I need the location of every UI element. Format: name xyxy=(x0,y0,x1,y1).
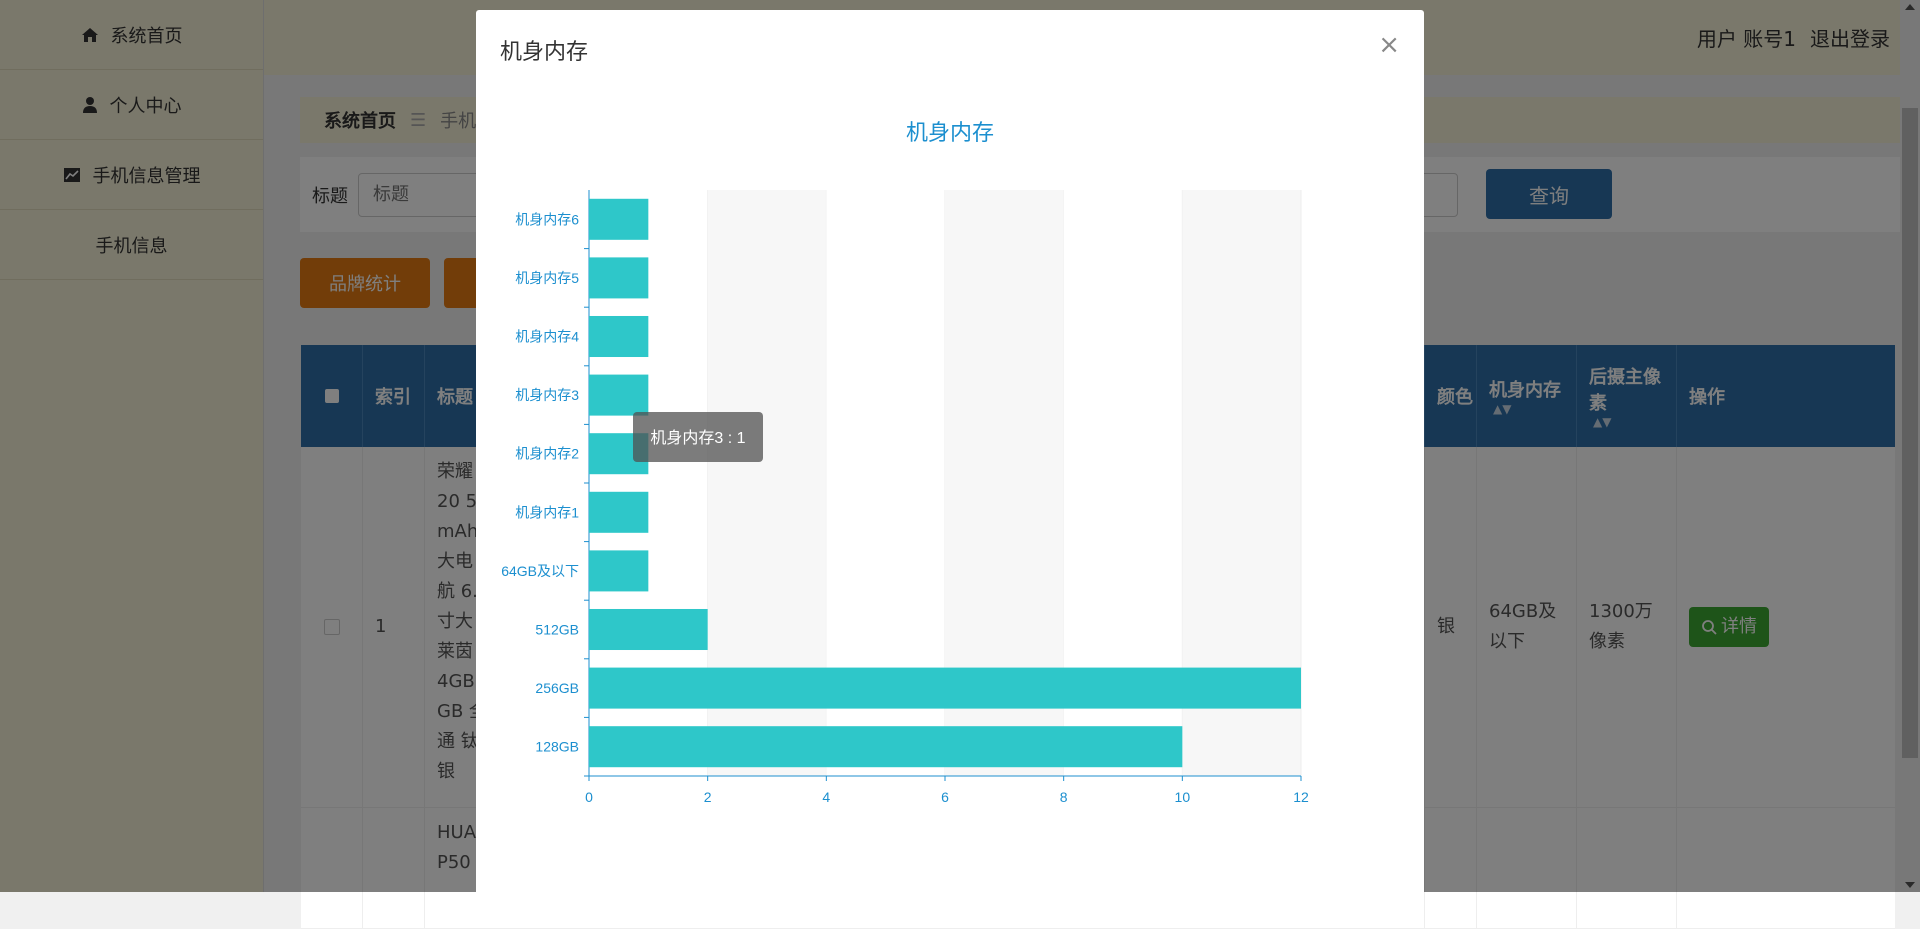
bar xyxy=(589,198,649,240)
y-tick-label: 机身内存2 xyxy=(515,446,579,462)
bar xyxy=(589,726,1183,768)
bar xyxy=(589,667,1301,709)
bar xyxy=(589,608,708,651)
bar xyxy=(589,374,649,416)
y-tick-label: 64GB及以下 xyxy=(501,563,579,579)
tooltip xyxy=(633,412,763,462)
chart-modal: 机身内存 × 机身内存 128GB 256GB 512GB 64GB及以下 机身内存1 机身… xyxy=(476,10,1424,910)
y-tick-label: 机身内存6 xyxy=(515,211,579,227)
modal-title: 机身内存 xyxy=(500,40,589,65)
x-tick-label: 4 xyxy=(822,789,830,805)
x-tick-label: 2 xyxy=(704,789,712,805)
y-tick-label: 256GB xyxy=(535,680,579,696)
y-tick-label: 128GB xyxy=(535,739,579,755)
x-tick-label: 0 xyxy=(585,789,593,805)
tooltip-text: 机身内存3 : 1 xyxy=(650,429,745,447)
bar xyxy=(589,257,649,299)
y-tick-label: 机身内存1 xyxy=(515,504,579,520)
chart-title: 机身内存 xyxy=(906,120,994,145)
bar xyxy=(589,550,649,592)
x-tick-label: 10 xyxy=(1175,789,1191,805)
bar xyxy=(589,315,649,358)
bar xyxy=(589,491,649,533)
x-tick-label: 6 xyxy=(941,789,949,805)
close-icon[interactable]: × xyxy=(1378,30,1400,60)
bar-chart: 机身内存 128GB 256GB 512GB 64GB及以下 机身内存1 机身内存2 机身内存… xyxy=(501,120,1309,805)
y-tick-label: 512GB xyxy=(535,622,579,638)
x-tick-label: 8 xyxy=(1060,789,1068,805)
y-tick-label: 机身内存5 xyxy=(515,270,579,286)
y-tick-label: 机身内存4 xyxy=(515,329,579,345)
y-tick-label: 机身内存3 xyxy=(515,387,579,403)
x-tick-label: 12 xyxy=(1293,789,1309,805)
